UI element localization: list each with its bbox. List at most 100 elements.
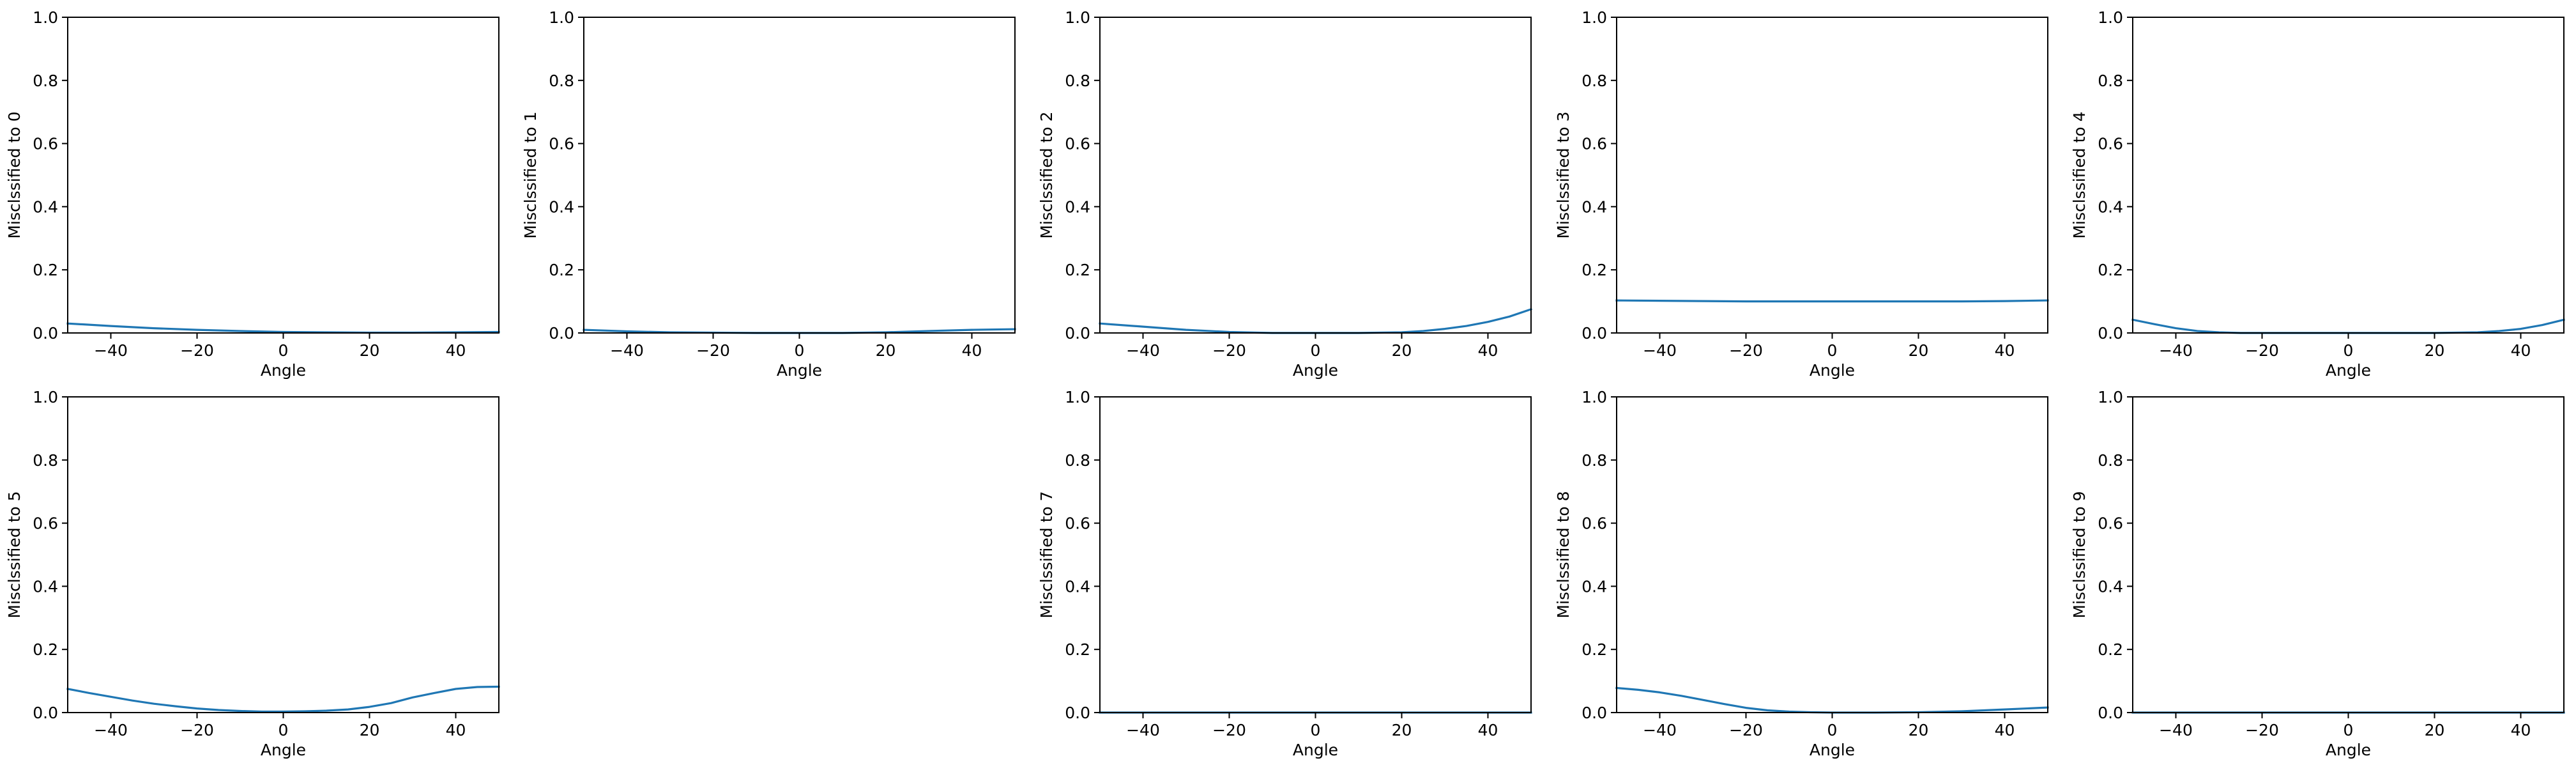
series-line — [1615, 299, 2049, 303]
x-tick-label: 20 — [1392, 341, 1412, 360]
y-tick-label: 0.0 — [1581, 324, 1607, 343]
y-tick-label: 0.6 — [1581, 135, 1607, 153]
axes-frame — [1099, 396, 1532, 713]
x-tick-label: −40 — [94, 341, 128, 360]
y-tick-label: 0.2 — [549, 261, 574, 279]
y-axis-label: Misclssified to 9 — [2070, 491, 2089, 618]
y-tick-label: 0.8 — [2098, 72, 2123, 90]
y-tick-label: 0.2 — [1581, 640, 1607, 659]
axes-frame — [2132, 17, 2565, 334]
y-tick-label: 0.0 — [33, 324, 58, 343]
x-tick-label: −20 — [1729, 341, 1763, 360]
x-tick-label: −40 — [1126, 341, 1160, 360]
y-tick-label: 0.0 — [1065, 324, 1090, 343]
x-tick-label: −40 — [94, 721, 128, 739]
x-tick-label: −40 — [1126, 721, 1160, 739]
y-tick-label: 0.4 — [33, 577, 58, 596]
y-axis-label: Misclssified to 1 — [521, 111, 540, 238]
x-tick-label: −40 — [1643, 721, 1677, 739]
x-tick-label: −40 — [1643, 341, 1677, 360]
y-axis-label: Misclssified to 7 — [1037, 491, 1056, 618]
y-tick-label: 0.6 — [2098, 135, 2123, 153]
subplot-4: −40 −20 0 20 40 0.0 0.2 0.4 0.6 0.8 1.0 Angle Miscls… — [2070, 8, 2565, 380]
x-tick-label: 20 — [1392, 721, 1412, 739]
y-tick-label: 0.4 — [1065, 577, 1090, 596]
x-tick-label: 20 — [876, 341, 896, 360]
x-tick-label: 0 — [1827, 341, 1838, 360]
y-tick-label: 0.4 — [1065, 197, 1090, 216]
x-axis-label: Angle — [2326, 741, 2371, 759]
y-tick-label: 0.6 — [1065, 514, 1090, 533]
y-tick-label: 0.8 — [1581, 72, 1607, 90]
x-tick-label: 20 — [2425, 721, 2445, 739]
axes-frame — [583, 17, 1016, 334]
x-tick-label: 40 — [2511, 341, 2531, 360]
y-tick-label: 0.4 — [2098, 577, 2123, 596]
y-tick-label: 0.2 — [1065, 261, 1090, 279]
x-tick-label: 0 — [1827, 721, 1838, 739]
y-tick-label: 0.6 — [1065, 135, 1090, 153]
x-tick-label: 40 — [2511, 721, 2531, 739]
y-tick-label: 0.6 — [1581, 514, 1607, 533]
x-tick-label: 0 — [278, 721, 289, 739]
x-tick-label: −40 — [2159, 721, 2193, 739]
x-tick-label: −20 — [696, 341, 730, 360]
x-tick-label: −20 — [180, 721, 214, 739]
x-tick-label: 20 — [360, 341, 380, 360]
x-tick-label: 40 — [1995, 341, 2015, 360]
y-tick-label: 1.0 — [549, 8, 574, 27]
axes-frame — [67, 17, 499, 334]
axes-frame — [1616, 396, 2048, 713]
series-line — [66, 685, 500, 713]
x-tick-label: −20 — [2245, 341, 2279, 360]
y-tick-label: 0.8 — [1065, 451, 1090, 470]
y-axis-label: Misclssified to 3 — [1554, 111, 1573, 238]
y-tick-label: 0.4 — [33, 197, 58, 216]
subplot-0: −40 −20 0 20 40 0.0 0.2 0.4 0.6 0.8 1.0 Angle Miscls… — [5, 8, 500, 380]
subplot-2: −40 −20 0 20 40 0.0 0.2 0.4 0.6 0.8 1.0 Angle Miscls… — [1037, 8, 1533, 380]
x-tick-label: −20 — [1729, 721, 1763, 739]
y-tick-label: 0.6 — [33, 135, 58, 153]
axes-frame — [1616, 17, 2048, 334]
axes-frame — [2132, 396, 2565, 713]
x-axis-label: Angle — [2326, 361, 2371, 380]
y-tick-label: 1.0 — [2098, 388, 2123, 406]
x-tick-label: 40 — [446, 341, 466, 360]
y-tick-label: 0.2 — [1065, 640, 1090, 659]
y-tick-label: 0.6 — [2098, 514, 2123, 533]
x-axis-label: Angle — [261, 361, 306, 380]
y-axis-label: Misclssified to 5 — [5, 491, 24, 618]
y-tick-label: 1.0 — [1581, 8, 1607, 27]
y-tick-label: 0.2 — [33, 640, 58, 659]
y-tick-label: 0.8 — [1065, 72, 1090, 90]
x-tick-label: −20 — [2245, 721, 2279, 739]
x-tick-label: 20 — [360, 721, 380, 739]
x-tick-label: −20 — [180, 341, 214, 360]
y-tick-label: 0.2 — [2098, 261, 2123, 279]
x-axis-label: Angle — [261, 741, 306, 759]
y-tick-label: 0.0 — [2098, 324, 2123, 343]
x-tick-label: 40 — [1478, 721, 1498, 739]
x-tick-label: 20 — [1909, 721, 1929, 739]
x-tick-label: 40 — [1995, 721, 2015, 739]
y-axis-label: Misclssified to 0 — [5, 111, 24, 238]
x-tick-label: −40 — [2159, 341, 2193, 360]
y-axis-label: Misclssified to 4 — [2070, 111, 2089, 238]
x-tick-label: −20 — [1212, 341, 1246, 360]
y-tick-label: 1.0 — [1065, 8, 1090, 27]
subplot-5: −40 −20 0 20 40 0.0 0.2 0.4 0.6 0.8 1.0 Angle Miscls… — [5, 388, 500, 759]
axes-frame — [1099, 17, 1532, 334]
subplot-9: −40 −20 0 20 40 0.0 0.2 0.4 0.6 0.8 1.0 Angle Miscls… — [2070, 388, 2565, 759]
x-tick-label: 40 — [446, 721, 466, 739]
y-tick-label: 0.4 — [1581, 577, 1607, 596]
y-axis-label: Misclssified to 8 — [1554, 491, 1573, 618]
series-line — [1099, 307, 1533, 334]
series-line — [1615, 686, 2049, 714]
y-tick-label: 0.8 — [33, 451, 58, 470]
y-axis-label: Misclssified to 2 — [1037, 111, 1056, 238]
y-tick-label: 0.0 — [2098, 704, 2123, 722]
y-tick-label: 1.0 — [33, 388, 58, 406]
subplot-1: −40 −20 0 20 40 0.0 0.2 0.4 0.6 0.8 1.0 Angle Miscls… — [521, 8, 1016, 380]
subplot-7: −40 −20 0 20 40 0.0 0.2 0.4 0.6 0.8 1.0 Angle Miscls… — [1037, 388, 1532, 759]
